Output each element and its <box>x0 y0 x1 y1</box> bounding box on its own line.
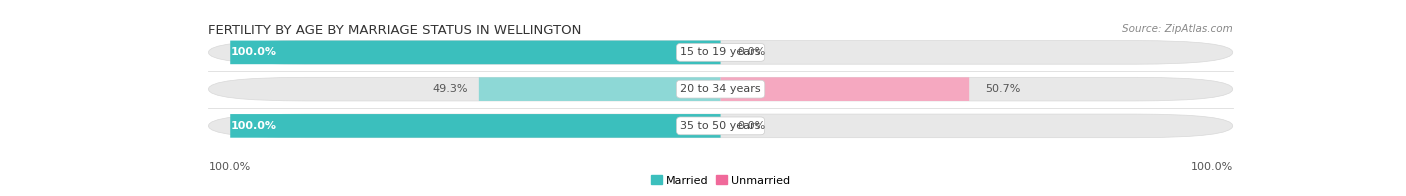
FancyBboxPatch shape <box>208 114 1233 138</box>
FancyBboxPatch shape <box>231 114 721 138</box>
Text: Source: ZipAtlas.com: Source: ZipAtlas.com <box>1122 24 1233 34</box>
Text: 35 to 50 years: 35 to 50 years <box>681 121 761 131</box>
FancyBboxPatch shape <box>721 77 969 101</box>
Legend: Married, Unmarried: Married, Unmarried <box>647 171 794 190</box>
Text: 50.7%: 50.7% <box>986 84 1021 94</box>
Text: FERTILITY BY AGE BY MARRIAGE STATUS IN WELLINGTON: FERTILITY BY AGE BY MARRIAGE STATUS IN W… <box>208 24 582 36</box>
Text: 100.0%: 100.0% <box>1191 162 1233 172</box>
Text: 0.0%: 0.0% <box>737 47 765 57</box>
FancyBboxPatch shape <box>208 41 1233 64</box>
FancyBboxPatch shape <box>479 77 721 101</box>
Text: 100.0%: 100.0% <box>208 162 250 172</box>
FancyBboxPatch shape <box>208 77 1233 101</box>
Text: 0.0%: 0.0% <box>737 121 765 131</box>
Text: 20 to 34 years: 20 to 34 years <box>681 84 761 94</box>
Text: 100.0%: 100.0% <box>231 121 276 131</box>
Text: 15 to 19 years: 15 to 19 years <box>681 47 761 57</box>
FancyBboxPatch shape <box>231 41 721 64</box>
Text: 100.0%: 100.0% <box>231 47 276 57</box>
Text: 49.3%: 49.3% <box>433 84 468 94</box>
